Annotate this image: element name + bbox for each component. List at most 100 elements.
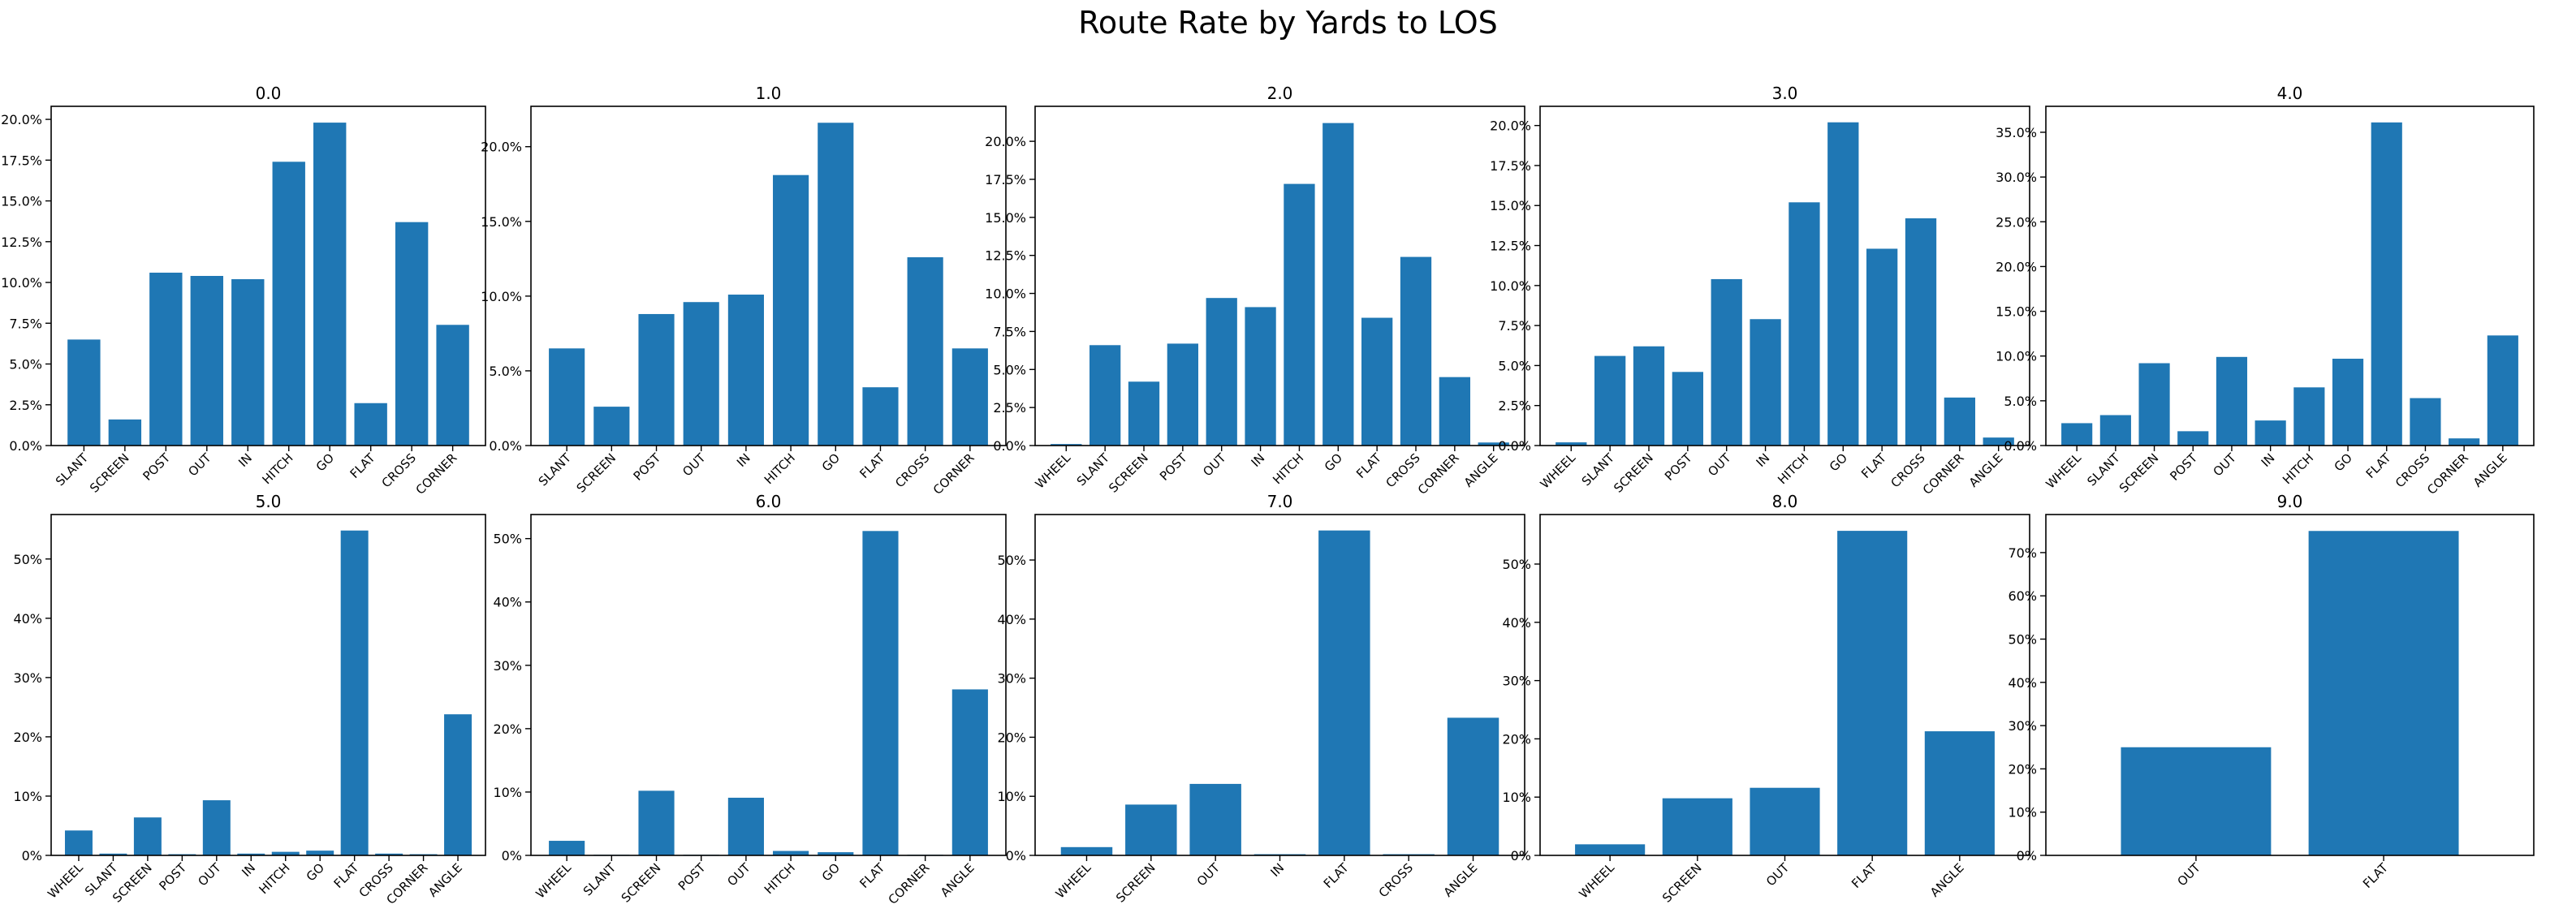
bar — [818, 123, 854, 446]
bar — [2308, 531, 2459, 855]
subplot-title: 6.0 — [756, 492, 782, 511]
x-tick-label: OUT — [1763, 860, 1793, 889]
x-tick-label: FLAT — [1849, 860, 1879, 891]
x-tick-label: SLANT — [2084, 450, 2123, 489]
bar — [1323, 123, 1354, 446]
bar — [313, 123, 347, 446]
x-tick-label: GO — [1322, 450, 1345, 474]
y-tick-label: 10% — [493, 785, 522, 800]
bar — [1711, 278, 1742, 446]
bar — [149, 272, 183, 446]
subplot-title: 2.0 — [1267, 84, 1293, 103]
bar — [2371, 122, 2402, 446]
y-tick-label: 30% — [2008, 718, 2037, 734]
y-tick-label: 50% — [2008, 632, 2037, 648]
axes-frame — [50, 106, 486, 446]
subplot-2.0: 0.0% 2.5% 5.0% 7.5% 10.0% 12.5% 15.0% 17.5% 20.0… — [985, 84, 1525, 497]
x-tick-label: SCREEN — [1611, 450, 1656, 496]
bar — [2293, 387, 2325, 446]
y-tick-label: 40% — [997, 612, 1026, 627]
bar — [951, 689, 988, 855]
y-tick-label: 15.0% — [985, 210, 1026, 226]
x-tick-label: OUT — [680, 450, 709, 480]
bar — [1051, 444, 1082, 446]
y-tick-label: 10.0% — [481, 289, 522, 304]
bar — [1189, 783, 1241, 855]
bar — [2177, 431, 2209, 446]
y-tick-label: 0.0% — [489, 438, 522, 454]
axes-frame — [530, 106, 1007, 446]
x-tick-label: CORNER — [1920, 450, 1967, 497]
y-tick-label: 5.0% — [489, 364, 522, 379]
subplot-title: 0.0 — [256, 84, 282, 103]
y-tick-label: 15.0% — [1, 194, 42, 209]
bar — [99, 853, 127, 855]
y-tick-label: 2.5% — [1498, 398, 1531, 414]
y-tick-label: 20% — [493, 721, 522, 737]
y-tick-label: 0% — [1511, 848, 1531, 863]
y-tick-label: 5.0% — [2004, 394, 2037, 409]
subplot-7.0: 0% 10% 20% 30% 40% 50% WHEEL SCREEN OUT IN FLAT CRO… — [997, 492, 1525, 906]
subplot-title: 3.0 — [1772, 84, 1798, 103]
y-tick-label: 0% — [1006, 848, 1026, 863]
subplot-6.0: 0% 10% 20% 30% 40% 50% WHEEL SLANT SCREEN POST OUT… — [493, 492, 1007, 907]
bar — [727, 295, 764, 446]
subplot-title: 5.0 — [256, 492, 282, 511]
y-tick-label: 0.0% — [993, 438, 1026, 454]
y-tick-label: 70% — [2008, 545, 2037, 561]
y-tick-label: 7.5% — [1498, 318, 1531, 334]
bar — [1633, 346, 1665, 446]
bar — [444, 714, 472, 855]
y-tick-label: 20.0% — [1, 112, 42, 127]
x-tick-label: GO — [313, 450, 337, 474]
bar — [638, 313, 675, 446]
bar — [1361, 317, 1393, 446]
x-tick-label: ANGLE — [1461, 450, 1501, 490]
x-tick-label: GO — [304, 860, 327, 884]
y-tick-label: 17.5% — [985, 172, 1026, 187]
y-tick-label: 30% — [493, 658, 522, 674]
y-tick-label: 0% — [2017, 848, 2037, 863]
bar — [862, 387, 899, 446]
x-tick-label: ANGLE — [425, 860, 465, 900]
bar — [1060, 846, 1113, 855]
y-tick-label: 30% — [997, 671, 1026, 687]
bar — [1837, 531, 1908, 855]
bar — [2332, 359, 2364, 446]
bar — [2121, 747, 2272, 855]
axes-frame — [2045, 106, 2535, 446]
y-tick-label: 50% — [997, 553, 1026, 568]
x-tick-label: ANGLE — [1927, 860, 1967, 900]
x-tick-label: OUT — [1200, 450, 1229, 480]
x-tick-label: FLAT — [331, 860, 362, 891]
x-tick-label: FLAT — [1858, 450, 1889, 481]
bar — [2449, 438, 2480, 446]
bar — [2255, 420, 2286, 446]
y-tick-label: 30.0% — [1996, 170, 2037, 185]
y-tick-label: 25.0% — [1996, 214, 2037, 230]
y-tick-label: 5.0% — [9, 357, 42, 373]
x-tick-label: HITCH — [256, 860, 292, 897]
bar — [1125, 804, 1177, 855]
axes-frame — [530, 514, 1007, 856]
y-tick-label: 2.5% — [9, 398, 42, 413]
y-tick-label: 40% — [2008, 675, 2037, 691]
y-tick-label: 15.0% — [481, 214, 522, 230]
bar — [593, 407, 630, 446]
x-tick-label: CROSS — [892, 450, 932, 490]
y-tick-label: 35.0% — [1996, 125, 2037, 140]
x-tick-label: POST — [140, 450, 173, 484]
x-tick-label: CROSS — [1376, 860, 1416, 900]
x-tick-label: WHEEL — [1538, 450, 1579, 492]
x-tick-label: WHEEL — [1053, 860, 1094, 902]
y-tick-label: 7.5% — [9, 316, 42, 331]
x-tick-label: OUT — [1194, 860, 1223, 889]
y-tick-label: 20% — [997, 730, 1026, 745]
y-tick-label: 0.0% — [2004, 438, 2037, 454]
y-tick-label: 40% — [13, 611, 42, 627]
bar — [1924, 731, 1995, 855]
x-tick-label: WHEEL — [1033, 450, 1074, 492]
bar — [202, 800, 231, 855]
y-tick-label: 10.0% — [1490, 278, 1531, 294]
